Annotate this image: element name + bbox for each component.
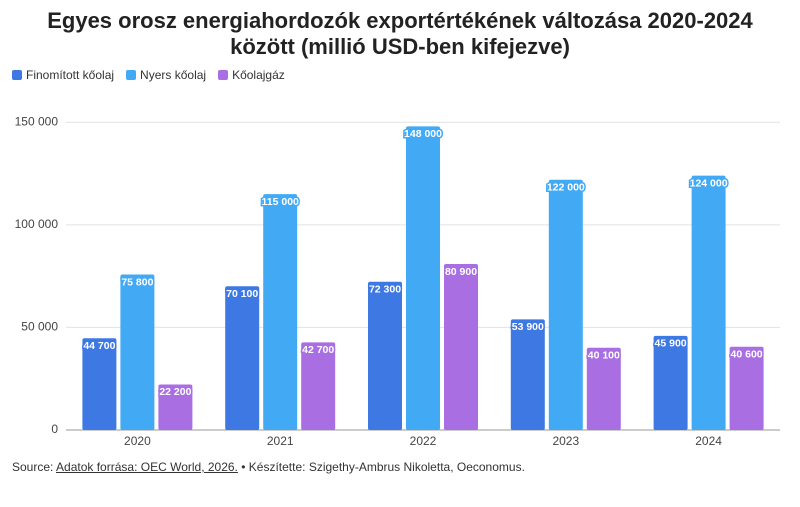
source-text: • Készítette: Szigethy-Ambrus Nikoletta,… xyxy=(241,460,525,474)
legend-swatch xyxy=(12,70,22,80)
bar xyxy=(225,286,260,430)
legend-item: Kőolajgáz xyxy=(218,68,285,82)
y-tick-label: 50 000 xyxy=(21,320,58,334)
legend-label: Finomított kőolaj xyxy=(26,68,115,82)
value-label: 122 000 xyxy=(547,182,585,194)
value-label: 80 900 xyxy=(445,266,477,278)
value-label: 124 000 xyxy=(690,177,728,189)
value-label: 115 000 xyxy=(262,196,300,208)
x-tick-label: 2020 xyxy=(124,434,151,448)
y-tick-label: 150 000 xyxy=(15,114,59,128)
bar xyxy=(368,281,402,430)
x-tick-label: 2024 xyxy=(695,434,722,448)
bar xyxy=(510,319,545,430)
legend-item: Nyers kőolaj xyxy=(126,68,206,82)
legend-swatch xyxy=(126,70,137,80)
bar xyxy=(729,346,764,430)
value-label: 53 900 xyxy=(512,321,544,333)
bar xyxy=(444,264,478,430)
legend-label: Nyers kőolaj xyxy=(140,68,207,82)
bar xyxy=(263,194,298,430)
bar xyxy=(586,347,621,430)
value-label: 40 600 xyxy=(731,348,763,360)
x-tick-label: 2023 xyxy=(552,434,579,448)
chart-title: Egyes orosz energiahordozók exportértéké… xyxy=(47,8,753,59)
x-tick-label: 2021 xyxy=(267,434,294,448)
legend: Finomított kőolaj Nyers kőolaj Kőolajgáz xyxy=(12,68,285,82)
value-label: 72 300 xyxy=(369,283,401,295)
bar xyxy=(120,274,155,430)
x-tick-label: 2022 xyxy=(410,434,437,448)
chart: 0 50 000 100 000 150 000 2020 44 700 75 800 22 … xyxy=(15,114,780,448)
legend-swatch xyxy=(218,70,229,80)
value-label: 22 200 xyxy=(159,386,191,398)
value-label: 75 800 xyxy=(121,276,153,288)
value-label: 45 900 xyxy=(655,338,687,350)
y-tick-label: 100 000 xyxy=(15,217,59,231)
bar xyxy=(548,179,583,430)
bar xyxy=(653,335,688,430)
value-label: 40 100 xyxy=(588,350,620,362)
bar xyxy=(301,342,336,430)
source: Source: Adatok forrása: OEC World, 2026.… xyxy=(12,460,525,474)
y-tick-label: 0 xyxy=(51,422,58,436)
value-label: 148 000 xyxy=(404,128,442,140)
bar xyxy=(158,384,193,430)
source-label: Source: xyxy=(12,460,54,474)
value-label: 42 700 xyxy=(302,344,334,356)
value-label: 70 100 xyxy=(226,288,258,300)
bar xyxy=(82,338,117,430)
legend-label: Kőolajgáz xyxy=(232,68,285,82)
value-label: 44 700 xyxy=(83,340,115,352)
bar xyxy=(691,175,726,430)
legend-item: Finomított kőolaj xyxy=(12,68,114,82)
source-link[interactable]: Adatok forrása: OEC World, 2026. xyxy=(56,460,238,474)
bar xyxy=(406,126,440,431)
